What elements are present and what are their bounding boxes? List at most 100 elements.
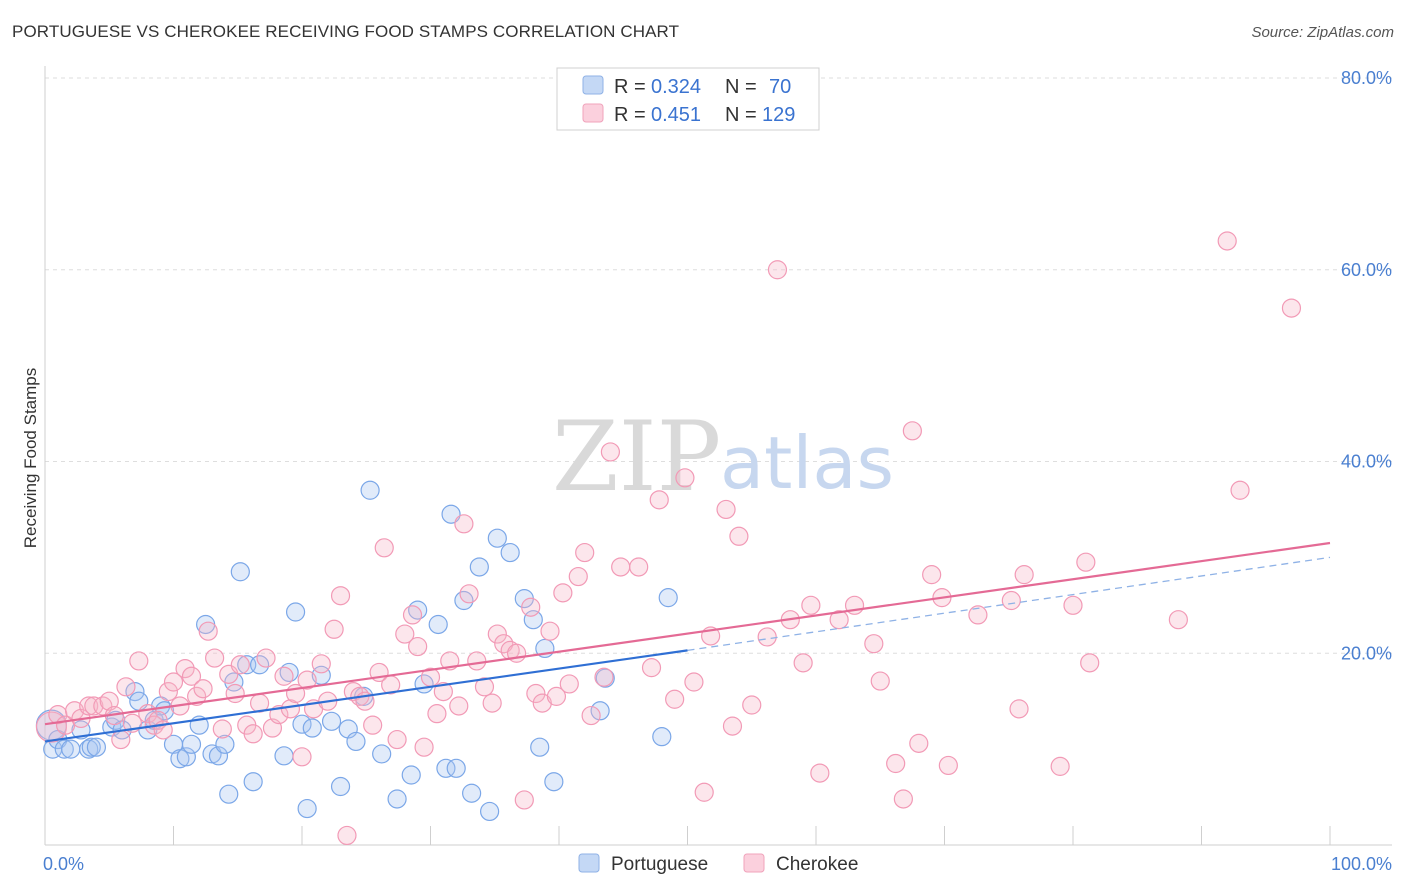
data-point-cherokee [395,624,415,644]
legend-n-value: 129 [762,104,795,126]
data-point-cherokee [514,790,534,810]
data-point-cherokee [1001,590,1021,611]
data-point-cherokee [402,605,423,625]
data-point-portuguese [321,711,342,731]
data-point-portuguese [469,557,489,577]
data-point-portuguese [230,562,250,582]
data-point-cherokee [99,691,119,711]
data-point-portuguese [302,718,322,738]
data-point-cherokee [297,670,317,690]
data-point-cherokee [269,705,289,725]
watermark-atlas: atlas [720,421,894,505]
data-point-portuguese [215,734,235,754]
data-point-portuguese [81,737,101,757]
data-point-cherokee [893,789,913,809]
grid-lines [45,77,1392,654]
data-point-portuguese [487,528,507,548]
data-point-portuguese [428,614,448,635]
data-point-cherokee [810,763,830,783]
data-point-cherokee [205,648,225,668]
data-point-cherokee [829,610,849,630]
series-legend: Portuguese Cherokee [578,853,858,875]
data-points [35,231,1302,846]
data-point-cherokee [449,696,469,716]
data-point-portuguese [441,504,461,524]
data-point-cherokee [311,654,331,674]
data-point-portuguese [86,737,107,757]
data-point-cherokee [611,557,631,577]
data-point-cherokee [716,499,736,520]
trend-line-portuguese [44,649,688,743]
data-point-portuguese [274,746,294,766]
data-point-cherokee [198,621,218,641]
data-point-portuguese [61,739,81,759]
data-point-cherokee [675,468,695,488]
data-point-cherokee [111,729,131,750]
data-point-cherokee [581,705,601,726]
data-point-cherokee [187,686,207,706]
data-point-cherokee [230,655,250,675]
data-point-cherokee [757,627,777,647]
correlation-legend: R = 0.324 N = 70 R = 0.451 N = 129 [556,67,820,131]
chart-title: PORTUGUESE VS CHEROKEE RECEIVING FOOD ST… [12,22,680,41]
trend-lines [44,541,1331,743]
data-point-portuguese [285,602,306,622]
data-point-cherokee [870,671,890,691]
watermark: ZIP atlas [552,401,894,513]
data-point-cherokee [575,542,595,563]
data-point-portuguese [330,776,351,797]
data-point-cherokee [1009,699,1029,719]
legend-n-label: N = [725,76,757,98]
data-point-cherokee [474,677,495,697]
data-point-cherokee [649,490,669,510]
data-point-portuguese [462,783,482,803]
data-point-cherokee [459,584,479,604]
data-point-cherokee [363,715,383,735]
data-point-cherokee [274,666,294,686]
data-point-cherokee [408,636,428,657]
data-point-cherokee [1217,231,1237,251]
data-point-portuguese [544,772,564,792]
data-point-cherokee [922,565,942,585]
data-point-cherokee [594,667,614,687]
data-point-cherokee [330,586,351,606]
data-point-cherokee [665,689,685,709]
data-point-portuguese [176,747,196,767]
data-point-cherokee [482,693,502,713]
data-point-portuguese [243,772,263,792]
legend-swatch-portuguese [582,75,604,95]
data-point-portuguese [387,789,407,809]
data-point-portuguese [292,714,312,734]
data-point-cherokee [684,672,704,692]
legend-swatch-cherokee [582,103,604,123]
data-point-cherokee [886,753,906,774]
data-point-cherokee [292,747,312,767]
y-tick-label: 60.0% [1341,260,1392,280]
y-tick-label: 80.0% [1341,68,1392,88]
data-point-cherokee [427,704,447,724]
data-point-cherokee [729,526,749,546]
data-point-cherokee [337,825,357,846]
data-point-cherokee [526,683,546,704]
data-point-cherokee [1050,756,1070,776]
trend-line-cherokee [44,541,1331,726]
data-point-cherokee [256,648,276,668]
data-point-cherokee [553,583,573,603]
data-point-cherokee [909,733,929,753]
data-point-cherokee [1080,653,1100,673]
data-point-portuguese [652,727,672,747]
data-point-cherokee [129,651,149,671]
legend-swatch-portuguese [578,853,600,873]
data-point-cherokee [158,681,178,702]
data-point-cherokee [568,566,588,587]
data-point-portuguese [54,739,74,759]
data-point-cherokee [1076,552,1096,572]
data-point-portuguese [401,765,421,785]
data-point-cherokee [540,621,560,641]
legend-n-label: N = [725,104,757,126]
data-point-cherokee [559,674,579,694]
y-tick-label: 20.0% [1341,643,1392,663]
data-point-cherokee [467,651,487,671]
data-point-portuguese [71,720,91,740]
data-point-cherokee [722,716,743,736]
